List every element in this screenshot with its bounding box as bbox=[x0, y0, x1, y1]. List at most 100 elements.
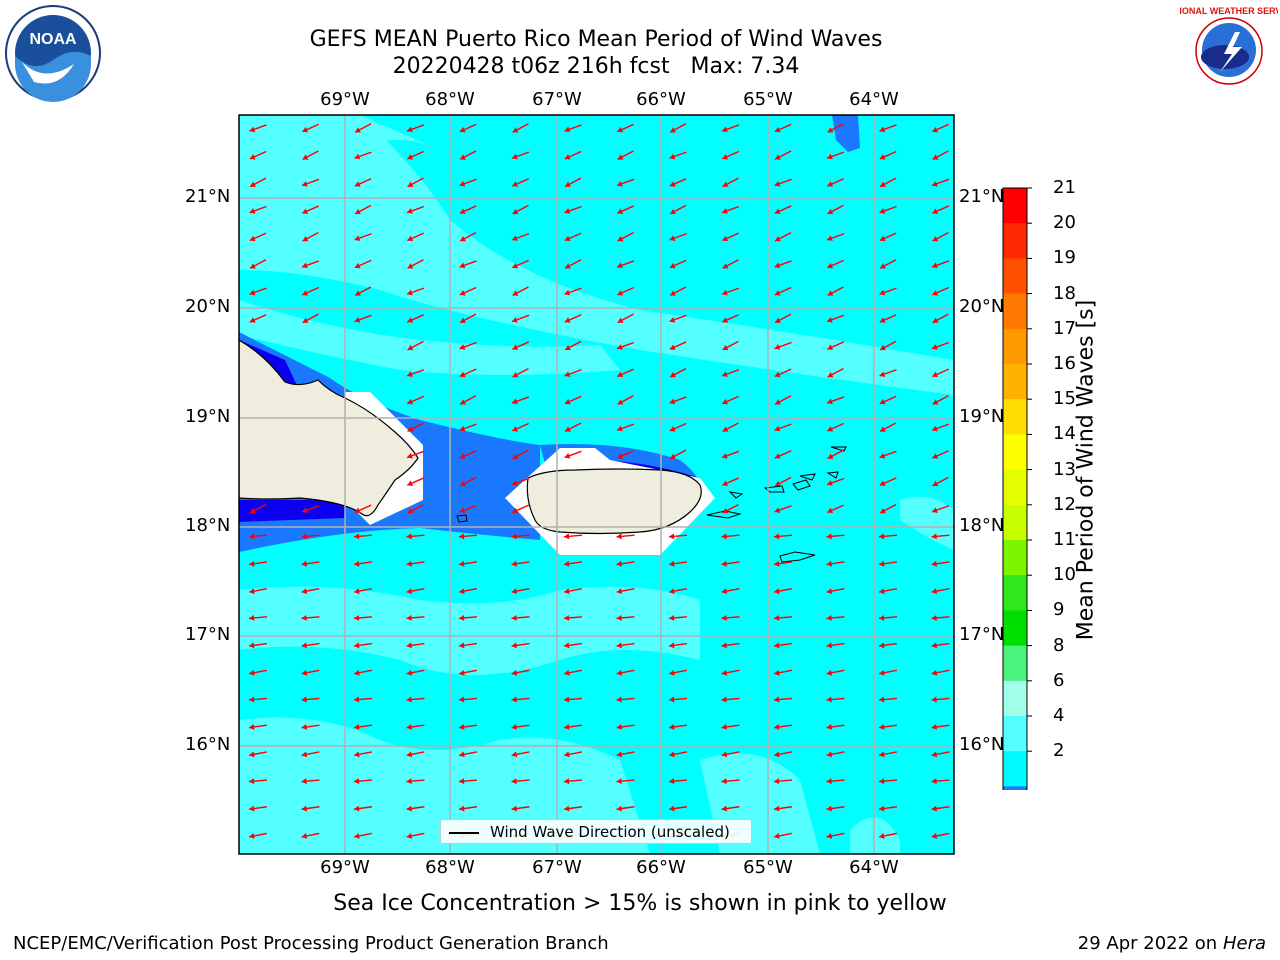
wave-direction-arrow bbox=[827, 449, 844, 460]
wave-direction-arrow bbox=[302, 231, 319, 242]
noaa-logo: NOAA bbox=[5, 5, 101, 102]
colorbar-band bbox=[1003, 469, 1027, 506]
nws-logo-text: NATIONAL WEATHER SERVICE bbox=[1180, 6, 1278, 16]
noaa-logo-text: NOAA bbox=[29, 31, 77, 48]
wave-direction-arrow bbox=[512, 123, 529, 133]
wave-direction-arrow bbox=[301, 123, 320, 133]
wave-direction-arrow bbox=[511, 751, 530, 758]
national-weather-service-logo: NATIONAL WEATHER SERVICE bbox=[1180, 5, 1278, 97]
wave-direction-arrow bbox=[459, 476, 477, 487]
wave-direction-arrow bbox=[668, 560, 688, 567]
wave-direction-arrow bbox=[512, 449, 529, 460]
colorbar-band bbox=[1003, 751, 1027, 787]
wave-direction-arrow bbox=[931, 505, 950, 513]
wave-direction-arrow bbox=[459, 368, 477, 378]
colorbar-bands bbox=[1002, 187, 1032, 790]
wave-direction-arrow bbox=[773, 723, 793, 730]
lon-label-top-65w: 65°W bbox=[743, 89, 793, 110]
lon-label-bottom-68w: 68°W bbox=[425, 857, 475, 878]
wave-direction-arrow bbox=[879, 259, 897, 269]
colorbar-label: Mean Period of Wind Waves [s] bbox=[1073, 299, 1099, 641]
colorbar-band bbox=[1003, 188, 1027, 224]
wave-direction-arrow bbox=[249, 751, 267, 758]
wave-direction-arrow bbox=[774, 205, 792, 214]
wave-direction-arrow bbox=[878, 778, 898, 785]
wave-direction-arrow bbox=[564, 287, 582, 296]
wave-direction-arrow bbox=[669, 341, 687, 350]
wave-direction-arrow bbox=[249, 832, 267, 839]
wave-direction-arrow bbox=[879, 340, 897, 351]
wave-direction-arrow bbox=[301, 751, 320, 758]
colorbar-band bbox=[1003, 223, 1027, 259]
wave-direction-arrow bbox=[563, 533, 583, 540]
wave-direction-arrow bbox=[774, 341, 792, 350]
wave-direction-arrow bbox=[774, 123, 792, 133]
wave-direction-arrow bbox=[301, 178, 320, 187]
wave-direction-arrow bbox=[248, 696, 268, 703]
colorbar-tick-label: 9 bbox=[1053, 599, 1065, 621]
wave-direction-arrow bbox=[459, 423, 477, 432]
wave-direction-arrow bbox=[773, 696, 793, 703]
chart-subtitle-forecast: 20220428 t06z 216h fcst Max: 7.34 bbox=[392, 54, 800, 79]
wave-direction-arrow bbox=[826, 233, 845, 241]
wave-direction-arrow bbox=[459, 751, 477, 758]
wave-direction-arrow bbox=[563, 805, 583, 812]
wave-direction-arrow bbox=[353, 778, 373, 785]
wave-direction-arrow bbox=[931, 123, 950, 133]
wave-direction-arrow bbox=[826, 642, 845, 649]
wave-direction-arrow bbox=[407, 422, 424, 433]
puerto-rico-land bbox=[526, 468, 702, 535]
wave-direction-arrow bbox=[878, 723, 898, 730]
wave-direction-arrow bbox=[563, 696, 583, 703]
wave-direction-arrow bbox=[511, 723, 530, 730]
wave-direction-arrow bbox=[616, 669, 635, 676]
wave-direction-arrow bbox=[511, 533, 530, 540]
wave-direction-arrow bbox=[406, 533, 425, 540]
wave-direction-arrow bbox=[458, 696, 478, 703]
wave-direction-arrow bbox=[564, 450, 582, 459]
colorbar-band bbox=[1003, 258, 1027, 295]
wave-direction-arrow bbox=[511, 151, 530, 160]
wave-direction-arrow bbox=[931, 560, 950, 567]
wave-direction-arrow bbox=[774, 178, 792, 187]
wave-direction-arrow bbox=[301, 805, 320, 812]
lat-label-left-16n: 16°N bbox=[185, 734, 231, 755]
wave-direction-arrow bbox=[773, 560, 793, 567]
footer-machine-name: Hera bbox=[1222, 933, 1266, 954]
map-frame bbox=[238, 114, 955, 855]
wave-direction-arrow bbox=[826, 778, 845, 785]
wave-direction-arrow bbox=[721, 232, 740, 242]
wave-direction-arrow bbox=[353, 560, 373, 567]
wave-direction-arrow bbox=[406, 205, 425, 214]
wave-direction-arrow bbox=[511, 341, 530, 350]
colorbar-tick-label: 8 bbox=[1053, 634, 1065, 656]
wave-direction-arrow bbox=[354, 204, 372, 215]
wave-direction-arrow bbox=[826, 723, 845, 730]
wave-direction-arrow bbox=[878, 533, 898, 540]
wave-direction-arrow bbox=[301, 260, 320, 269]
wave-direction-arrow bbox=[301, 642, 320, 649]
wave-direction-arrow bbox=[248, 533, 268, 540]
wave-direction-arrow bbox=[616, 723, 635, 730]
wave-direction-arrow bbox=[511, 259, 530, 269]
wave-direction-arrow bbox=[931, 778, 950, 785]
wave-direction-arrow bbox=[301, 286, 320, 296]
wave-direction-arrow bbox=[354, 151, 372, 160]
wave-direction-arrow bbox=[721, 395, 740, 405]
wave-direction-arrow bbox=[878, 560, 898, 567]
wave-direction-arrow bbox=[879, 751, 897, 758]
wave-direction-arrow bbox=[826, 422, 845, 432]
wave-direction-arrow bbox=[249, 314, 267, 323]
wave-direction-arrow bbox=[931, 832, 950, 839]
wave-direction-arrow bbox=[406, 751, 425, 758]
wave-direction-arrow bbox=[773, 614, 793, 621]
wave-direction-arrow bbox=[826, 832, 845, 839]
wave-direction-arrow bbox=[563, 614, 583, 621]
wave-direction-arrow bbox=[354, 123, 372, 133]
wave-direction-arrow bbox=[878, 642, 898, 649]
wave-direction-arrow bbox=[353, 723, 373, 730]
wave-direction-arrow bbox=[616, 123, 635, 133]
footer-date-text: 29 Apr 2022 on bbox=[1077, 933, 1223, 954]
wave-direction-arrow bbox=[774, 150, 792, 161]
